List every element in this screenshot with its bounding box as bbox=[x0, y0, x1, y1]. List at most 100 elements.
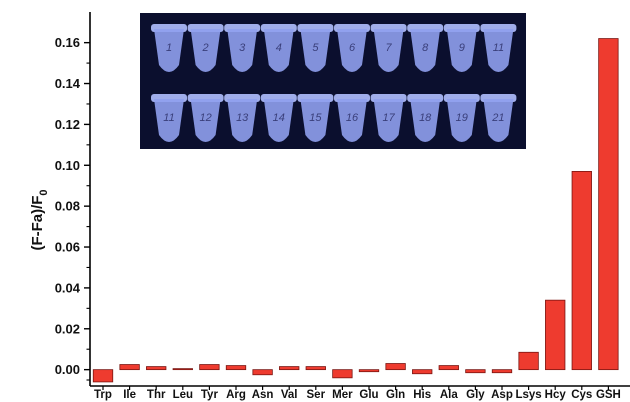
bar-gly bbox=[465, 369, 486, 374]
y-tick-label: 0.10 bbox=[55, 158, 80, 173]
top-row-tube: 5 bbox=[297, 24, 334, 72]
bar-asp bbox=[491, 369, 513, 374]
tube-number: 18 bbox=[419, 112, 432, 124]
tube-body bbox=[190, 29, 221, 72]
bar-ser bbox=[305, 366, 326, 371]
bar-gln bbox=[385, 363, 406, 371]
x-tick-label: Asn bbox=[252, 389, 274, 401]
y-tick-label: 0.08 bbox=[55, 199, 80, 214]
tube-number: 1 bbox=[166, 42, 172, 54]
x-tick-label: Ile bbox=[123, 389, 136, 401]
tube-number: 12 bbox=[199, 112, 211, 124]
y-axis-title-subscript: 0 bbox=[38, 189, 50, 195]
tube-number: 3 bbox=[239, 42, 246, 54]
y-axis: 0.00 0.02 0.04 0.06 0.08 0.10 0.12 0.14 0.16 bbox=[55, 12, 630, 387]
tube-body bbox=[154, 99, 184, 142]
x-tick-label: Cys bbox=[571, 389, 592, 401]
y-tick-label: 0.02 bbox=[55, 321, 80, 336]
bottom-row-tube: 18 bbox=[407, 94, 444, 142]
y-tick-label: 0.16 bbox=[55, 35, 80, 50]
top-row-tube: 9 bbox=[443, 24, 480, 72]
bar-val bbox=[279, 366, 300, 371]
top-row-tube: 1 bbox=[151, 24, 187, 72]
x-tick-label: Asp bbox=[491, 389, 513, 401]
top-row-tube: 3 bbox=[224, 24, 261, 72]
y-tick-label: 0.14 bbox=[55, 76, 81, 91]
tube-number: 11 bbox=[493, 42, 504, 54]
bottom-row-tube: 13 bbox=[224, 94, 261, 142]
bars-group bbox=[92, 38, 619, 383]
y-axis-title: (F-Fa)/F0 bbox=[29, 189, 50, 250]
x-tick-label: Val bbox=[281, 389, 298, 401]
x-tick-label: Arg bbox=[226, 389, 246, 401]
x-tick-label: Leu bbox=[173, 389, 193, 401]
tube-number: 8 bbox=[422, 42, 429, 54]
bar-tyr bbox=[199, 364, 220, 371]
tube-body bbox=[410, 29, 441, 72]
tube-body bbox=[263, 99, 294, 142]
y-tick-label: 0.06 bbox=[55, 240, 80, 255]
top-row-tube: 6 bbox=[334, 24, 370, 72]
tube-body bbox=[300, 29, 331, 72]
x-tick-label: Gly bbox=[466, 389, 485, 401]
tube-body bbox=[337, 99, 367, 142]
bar-thr bbox=[146, 366, 167, 371]
bar-gsh bbox=[598, 38, 619, 371]
bar-lsys bbox=[518, 351, 539, 371]
top-row-tube: 4 bbox=[260, 24, 297, 72]
bar-asn bbox=[252, 369, 273, 376]
bar-glu bbox=[358, 369, 380, 373]
top-row-tube: 2 bbox=[187, 24, 224, 72]
bar-cys bbox=[571, 171, 592, 371]
tube-body bbox=[410, 99, 441, 142]
bar-his bbox=[412, 369, 433, 375]
x-tick-label: Glu bbox=[359, 389, 378, 401]
x-tick-label: GSH bbox=[596, 389, 621, 401]
tube-number: 9 bbox=[459, 42, 465, 54]
x-tick-label: Trp bbox=[94, 389, 112, 401]
tube-body bbox=[154, 29, 184, 72]
x-tick-label: Hcy bbox=[545, 389, 567, 401]
x-axis: Trp Ile Thr Leu Tyr Arg Asn Val Ser Mer Glu Gln His A… bbox=[94, 386, 621, 401]
bar-leu bbox=[172, 368, 193, 371]
bottom-row-tube: 14 bbox=[260, 94, 297, 142]
bottom-row-tube: 12 bbox=[187, 94, 224, 142]
y-axis-title-main: (F-Fa)/F bbox=[29, 196, 46, 251]
tube-number: 7 bbox=[386, 42, 393, 54]
bar-arg bbox=[225, 365, 247, 371]
tube-body bbox=[373, 29, 404, 72]
bar-hcy bbox=[545, 299, 566, 371]
tube-body bbox=[190, 99, 221, 142]
bar-ile bbox=[119, 364, 140, 371]
x-tick-label: His bbox=[413, 389, 431, 401]
tube-number: 17 bbox=[382, 112, 395, 124]
bottom-row-tube: 19 bbox=[443, 94, 480, 142]
top-row-tube: 7 bbox=[370, 24, 407, 72]
tube-body bbox=[483, 99, 514, 142]
bottom-row-tube: 16 bbox=[334, 94, 370, 142]
tube-body bbox=[446, 29, 477, 72]
tube-number: 11 bbox=[163, 112, 174, 124]
tube-number: 6 bbox=[349, 42, 356, 54]
x-tick-label: Ser bbox=[307, 389, 326, 401]
tube-body bbox=[263, 29, 294, 72]
bottom-row-tube: 11 bbox=[151, 94, 187, 142]
tube-number: 13 bbox=[236, 112, 249, 124]
top-row-tube: 8 bbox=[407, 24, 444, 72]
bottom-row-tube: 17 bbox=[370, 94, 407, 142]
x-tick-label: Tyr bbox=[201, 389, 219, 401]
tube-body bbox=[337, 29, 367, 72]
tube-number: 15 bbox=[309, 112, 322, 124]
x-tick-label: Gln bbox=[386, 389, 405, 401]
bar-ala bbox=[438, 365, 459, 371]
x-tick-label: Thr bbox=[147, 389, 166, 401]
tube-number: 4 bbox=[276, 42, 282, 54]
tube-body bbox=[227, 29, 258, 72]
bottom-row-tube: 15 bbox=[297, 94, 334, 142]
bottom-row-tube: 21 bbox=[480, 94, 517, 142]
tube-number: 2 bbox=[202, 42, 209, 54]
tube-number: 16 bbox=[346, 112, 359, 124]
tube-body bbox=[483, 29, 514, 72]
tube-body bbox=[227, 99, 258, 142]
y-tick-label: 0.00 bbox=[55, 362, 80, 377]
